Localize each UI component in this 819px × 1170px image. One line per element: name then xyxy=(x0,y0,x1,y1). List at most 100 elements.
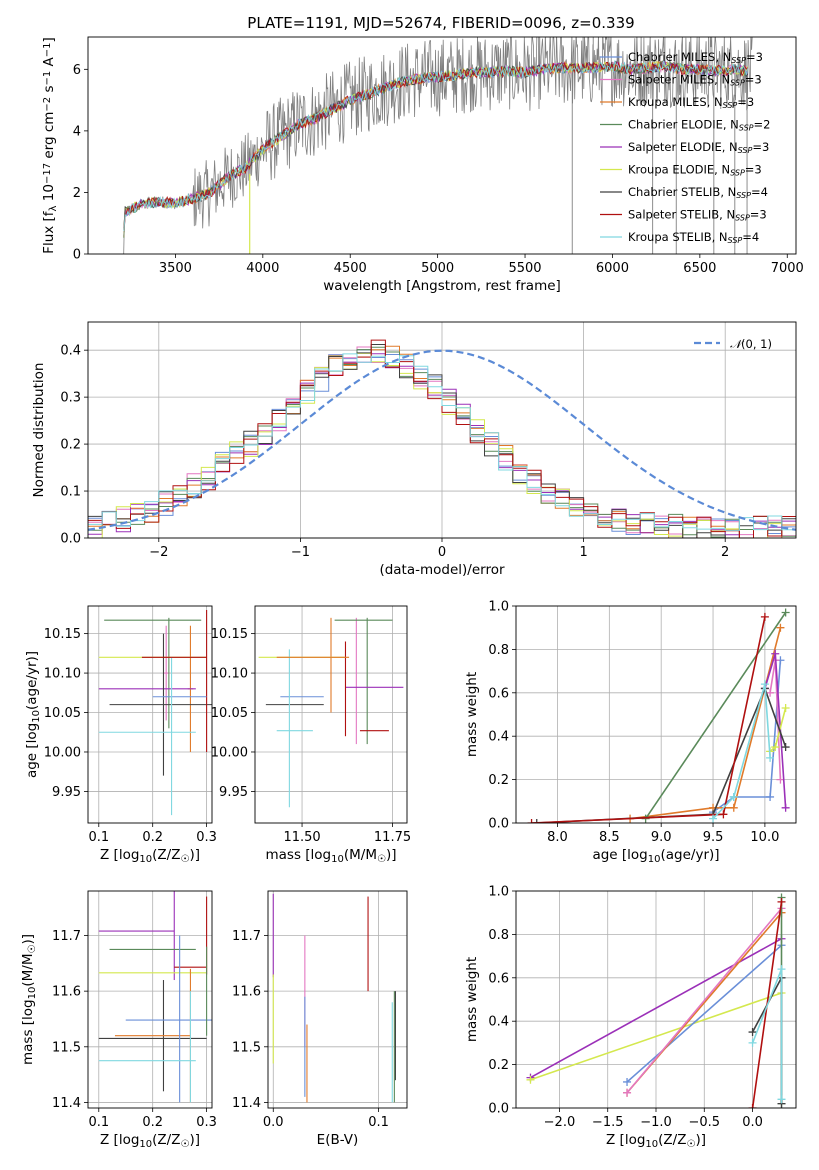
y-axis-label: mass weight xyxy=(464,957,480,1042)
x-tick-label: 0.1 xyxy=(88,830,109,845)
y-tick-label: 11.4 xyxy=(52,1096,81,1111)
weight-point xyxy=(766,753,775,762)
x-axis-label: mass [log10(M/M☉)] xyxy=(265,847,396,865)
y-tick-label: 10.15 xyxy=(44,627,81,642)
weight-point xyxy=(760,680,769,689)
y-axis-label: age [log10(age/yr)] xyxy=(24,651,42,778)
axes-frame xyxy=(254,605,408,824)
axes-frame xyxy=(515,605,797,824)
legend-label: Kroupa STELIB, NSSP=4 xyxy=(628,230,759,245)
weight-line xyxy=(712,660,782,813)
x-tick-label: −1 xyxy=(291,545,310,560)
y-tick-label: 0.4 xyxy=(488,730,509,745)
weight-point xyxy=(532,819,541,823)
y-tick-label: 11.7 xyxy=(232,929,261,944)
x-axis-label: E(B-V) xyxy=(317,1132,359,1148)
y-tick-label: 11.5 xyxy=(232,1040,261,1055)
weight-point xyxy=(771,743,780,752)
y-axis-label: Normed distribution xyxy=(31,363,47,498)
y-tick-label: 0.2 xyxy=(488,1058,509,1073)
x-axis-label: Z [log10(Z/Z☉)] xyxy=(100,1132,200,1150)
x-tick-label: 11.50 xyxy=(283,830,320,845)
weight-point xyxy=(771,649,780,658)
legend-label: Chabrier STELIB, NSSP=4 xyxy=(628,185,768,200)
x-axis-label: Z [log10(Z/Z☉)] xyxy=(606,1132,706,1150)
weight-point xyxy=(623,1077,632,1086)
age-vs-metallicity-panel: 0.1 0.2 0.3 9.95 10.00 10.05 10.10 10.15 Z [log1… xyxy=(24,605,217,865)
y-tick-label: 0.6 xyxy=(488,686,509,701)
x-tick-label: −0.5 xyxy=(688,1115,720,1130)
y-tick-label: 0.4 xyxy=(60,344,81,359)
plot-area xyxy=(272,893,396,1103)
x-tick-label: 0.2 xyxy=(142,1115,163,1130)
model-spectrum-kroupa-stelib xyxy=(123,59,749,232)
weight-point xyxy=(777,1095,786,1104)
x-tick-label: 0.0 xyxy=(263,1115,284,1130)
plot-area xyxy=(527,608,790,823)
weight-line xyxy=(626,944,783,1083)
y-axis-label: mass weight xyxy=(464,672,480,757)
x-tick-label: 6500 xyxy=(683,261,716,276)
y-tick-label: 0 xyxy=(73,248,81,263)
weight-line xyxy=(629,627,782,820)
weight-vs-metallicity-panel: −2.0 −1.5 −1.0 −0.5 0.0 0.0 0.2 0.4 0.6 0.8 1.0 Z [… xyxy=(464,885,797,1150)
residuals-panel: −2 −1 0 1 2 0.0 0.1 0.2 0.3 0.4 (data-model)/error… xyxy=(31,321,797,578)
y-tick-label: 0.8 xyxy=(488,928,509,943)
y-tick-label: 10.00 xyxy=(44,745,81,760)
legend-label: Kroupa ELODIE, NSSP=3 xyxy=(628,163,762,178)
x-axis-label: Z [log10(Z/Z☉)] xyxy=(100,847,200,865)
observed-spectrum xyxy=(123,37,753,254)
y-tick-label: 11.6 xyxy=(232,985,261,1000)
legend-label: Salpeter ELODIE, NSSP=3 xyxy=(628,140,769,155)
weight-point xyxy=(781,803,790,812)
legend: 𝒩(0, 1) xyxy=(694,337,772,351)
x-tick-label: 1 xyxy=(579,545,587,560)
mass-vs-ebv-panel: 0.0 0.1 11.4 11.5 11.6 11.7 E(B-V) xyxy=(232,890,408,1148)
weight-point xyxy=(719,810,728,819)
y-tick-label: 0.0 xyxy=(488,817,509,832)
y-tick-label: 10.10 xyxy=(211,667,248,682)
weight-point xyxy=(527,819,536,823)
x-tick-label: 4500 xyxy=(334,261,367,276)
x-tick-label: 0.3 xyxy=(196,1115,217,1130)
weight-line xyxy=(531,616,766,823)
axes-frame xyxy=(515,890,797,1109)
plot-area xyxy=(98,891,212,1103)
x-tick-label: 9.0 xyxy=(651,830,672,845)
age-vs-mass-panel: 11.50 11.75 9.95 10.00 10.05 10.10 10.15 mass [… xyxy=(211,605,411,865)
x-tick-label: 0.1 xyxy=(368,1115,389,1130)
x-tick-label: 4000 xyxy=(246,261,279,276)
x-axis-label: wavelength [Angstrom, rest frame] xyxy=(323,278,561,294)
legend-label: Salpeter MILES, NSSP=3 xyxy=(628,73,762,88)
x-tick-label: 0.1 xyxy=(88,1115,109,1130)
axes-frame xyxy=(267,890,408,1109)
y-tick-label: 11.7 xyxy=(52,929,81,944)
weight-line xyxy=(530,992,782,1081)
weight-line xyxy=(712,683,771,820)
y-tick-label: 6 xyxy=(73,63,81,78)
weight-point xyxy=(709,814,718,823)
x-tick-label: 9.5 xyxy=(703,830,724,845)
legend-label: Chabrier ELODIE, NSSP=2 xyxy=(628,118,770,133)
y-tick-label: 9.95 xyxy=(52,785,81,800)
x-tick-label: 0.0 xyxy=(742,1115,763,1130)
y-tick-label: 1.0 xyxy=(488,885,509,900)
x-tick-label: 3500 xyxy=(159,261,192,276)
y-tick-label: 0.8 xyxy=(488,643,509,658)
x-tick-label: 5500 xyxy=(508,261,541,276)
weight-point xyxy=(781,743,790,752)
weight-point xyxy=(760,612,769,621)
x-tick-label: 8.5 xyxy=(599,830,620,845)
x-axis-label: age [log10(age/yr)] xyxy=(592,847,719,865)
x-tick-label: 5000 xyxy=(421,261,454,276)
plot-area xyxy=(98,609,212,816)
weight-point xyxy=(748,1038,757,1047)
x-tick-label: 2 xyxy=(721,545,729,560)
x-tick-label: 0 xyxy=(438,545,446,560)
y-tick-label: 10.05 xyxy=(44,706,81,721)
y-tick-label: 4 xyxy=(73,124,81,139)
x-tick-label: 10.0 xyxy=(750,830,779,845)
y-tick-label: 10.15 xyxy=(211,627,248,642)
y-tick-label: 10.05 xyxy=(211,706,248,721)
axes-frame xyxy=(87,890,213,1109)
